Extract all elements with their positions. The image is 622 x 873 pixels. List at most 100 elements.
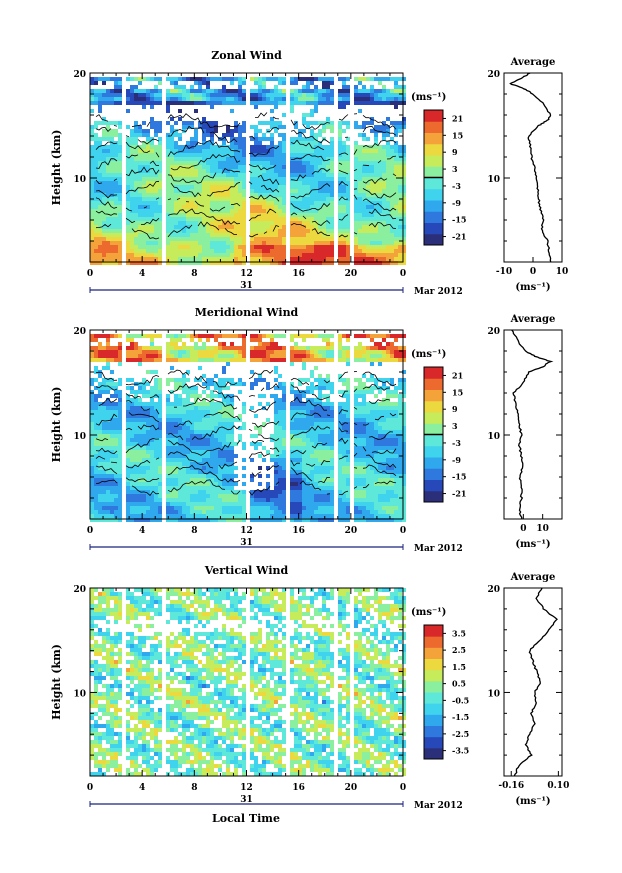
heatmap-cell — [230, 394, 234, 398]
heatmap-cell — [342, 105, 346, 109]
heatmap-cell — [222, 241, 226, 245]
heatmap-cell — [210, 181, 214, 185]
heatmap-cell — [390, 209, 394, 213]
heatmap-cell — [194, 249, 198, 253]
heatmap-cell — [210, 173, 214, 177]
heatmap-cell — [398, 205, 402, 209]
heatmap-cell — [238, 346, 242, 350]
zero-contour-line — [95, 139, 397, 158]
heatmap-cell — [134, 490, 138, 494]
heatmap-cell — [306, 346, 310, 350]
heatmap-cell — [294, 193, 298, 197]
heatmap-cell — [190, 253, 194, 257]
heatmap-cell — [214, 470, 218, 474]
heatmap-cell — [326, 85, 330, 89]
heatmap-cell — [290, 382, 294, 386]
heatmap-cell — [210, 133, 214, 137]
heatmap-cell — [198, 502, 202, 506]
heatmap-cell — [278, 121, 282, 125]
heatmap-cell — [282, 125, 286, 129]
heatmap-cell — [166, 217, 170, 221]
heatmap-cell — [178, 394, 182, 398]
heatmap-cell — [198, 410, 202, 414]
heatmap-cell — [234, 197, 238, 201]
heatmap-cell — [118, 362, 122, 366]
heatmap-cell — [282, 410, 286, 414]
heatmap-cell — [262, 257, 266, 261]
heatmap-cell — [230, 257, 234, 261]
heatmap-cell — [242, 197, 246, 201]
heatmap-cell — [190, 213, 194, 217]
heatmap-cell — [234, 334, 238, 338]
heatmap-cell — [382, 249, 386, 253]
heatmap-cell — [250, 237, 254, 241]
heatmap-cell — [238, 85, 242, 89]
heatmap-cell — [298, 77, 302, 81]
heatmap-cell — [206, 161, 210, 165]
heatmap-cell — [194, 149, 198, 153]
heatmap-cell — [194, 101, 198, 105]
heatmap-cell — [206, 141, 210, 145]
heatmap-cell — [102, 350, 106, 354]
heatmap-cell — [202, 173, 206, 177]
heatmap-cell — [378, 125, 382, 129]
heatmap-cell — [310, 197, 314, 201]
heatmap-cell — [190, 237, 194, 241]
heatmap-cell — [374, 245, 378, 249]
heatmap-cell — [278, 498, 282, 502]
heatmap-cell — [178, 446, 182, 450]
heatmap-cell — [226, 237, 230, 241]
heatmap-cell — [134, 233, 138, 237]
heatmap-cell — [318, 149, 322, 153]
heatmap-cell — [178, 209, 182, 213]
heatmap-cell — [298, 502, 302, 506]
heatmap-cell — [126, 189, 130, 193]
heatmap-cell — [134, 402, 138, 406]
heatmap-cell — [170, 458, 174, 462]
heatmap-cell — [298, 153, 302, 157]
heatmap-cell — [186, 358, 190, 362]
heatmap-cell — [358, 261, 362, 265]
heatmap-cell — [174, 454, 178, 458]
heatmap-cell — [190, 197, 194, 201]
heatmap-cell — [386, 233, 390, 237]
heatmap-cell — [258, 221, 262, 225]
heatmap-cell — [382, 121, 386, 125]
heatmap-cell — [182, 466, 186, 470]
heatmap-cell — [106, 482, 110, 486]
heatmap-cell — [158, 354, 162, 358]
heatmap-cell — [330, 233, 334, 237]
heatmap-cell — [110, 494, 114, 498]
heatmap-cell — [110, 245, 114, 249]
heatmap-cell — [318, 97, 322, 101]
heatmap-cell — [310, 93, 314, 97]
heatmap-cell — [114, 334, 118, 338]
heatmap-cell — [230, 458, 234, 462]
heatmap-cell — [94, 145, 98, 149]
heatmap-cell — [226, 221, 230, 225]
heatmap-cell — [370, 261, 374, 265]
heatmap-cell — [262, 201, 266, 205]
heatmap-cell — [114, 253, 118, 257]
heatmap-cell — [178, 193, 182, 197]
heatmap-cell — [198, 201, 202, 205]
heatmap-cell — [98, 229, 102, 233]
heatmap-cell — [142, 442, 146, 446]
heatmap-cell — [250, 93, 254, 97]
heatmap-cell — [254, 193, 258, 197]
heatmap-cell — [266, 418, 270, 422]
heatmap-cell — [170, 225, 174, 229]
heatmap-cell — [374, 141, 378, 145]
heatmap-cell — [166, 249, 170, 253]
heatmap-cell — [374, 97, 378, 101]
heatmap-cell — [282, 81, 286, 85]
heatmap-cell — [238, 514, 242, 518]
heatmap-cell — [90, 153, 94, 157]
heatmap-cell — [374, 233, 378, 237]
heatmap-cell — [206, 458, 210, 462]
heatmap-cell — [206, 438, 210, 442]
heatmap-cell — [154, 213, 158, 217]
heatmap-cell — [326, 241, 330, 245]
heatmap-cell — [174, 442, 178, 446]
heatmap-cell — [270, 157, 274, 161]
